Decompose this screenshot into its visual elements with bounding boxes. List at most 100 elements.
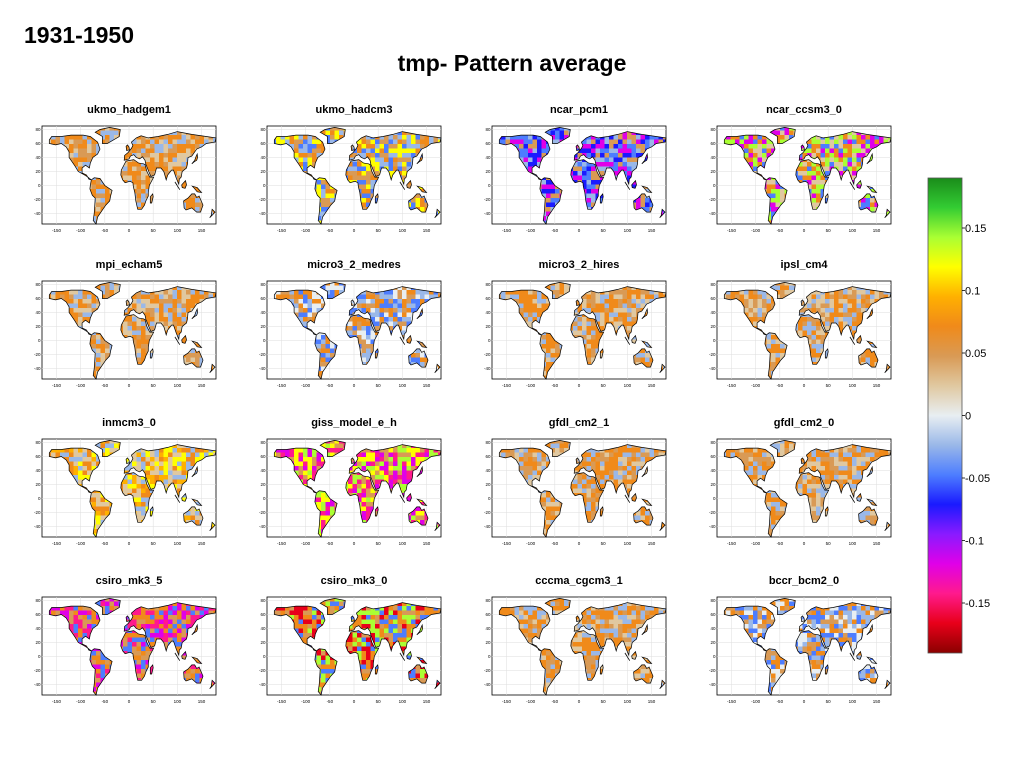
- data-cell: [105, 139, 110, 145]
- data-cell: [361, 162, 367, 167]
- data-cell: [586, 162, 592, 167]
- data-cell: [69, 148, 74, 154]
- data-cell: [757, 162, 763, 167]
- data-cell: [78, 162, 83, 167]
- coastline-sumatra: [399, 181, 406, 190]
- data-cell: [177, 303, 182, 309]
- data-cell: [600, 166, 605, 172]
- data-cell: [388, 308, 394, 313]
- data-cell: [96, 357, 101, 363]
- data-cell: [636, 148, 641, 154]
- data-cell: [123, 321, 128, 327]
- data-cell: [361, 317, 367, 322]
- data-cell: [879, 139, 884, 145]
- data-cell: [370, 317, 376, 322]
- data-cell: [366, 166, 371, 172]
- data-cell: [150, 171, 155, 176]
- data-cell: [87, 153, 92, 158]
- data-cell: [141, 202, 146, 208]
- data-cell: [523, 135, 529, 140]
- data-cell: [145, 157, 151, 163]
- data-cell: [595, 184, 601, 190]
- data-cell: [622, 148, 628, 154]
- data-cell: [82, 312, 88, 318]
- data-cell: [87, 157, 92, 163]
- data-cell: [352, 175, 358, 181]
- data-cell: [379, 162, 385, 167]
- data-cell: [73, 299, 79, 304]
- data-cell: [577, 171, 583, 176]
- data-cell: [402, 312, 407, 318]
- data-cell: [82, 139, 88, 145]
- data-cell: [402, 321, 407, 327]
- data-cell: [330, 282, 335, 286]
- data-cell: [195, 299, 200, 304]
- data-cell: [348, 162, 353, 167]
- x-tick-label: -150: [727, 228, 737, 233]
- data-cell: [523, 144, 529, 149]
- data-cell: [384, 148, 389, 154]
- data-cell: [334, 285, 340, 291]
- data-cell: [820, 144, 826, 149]
- data-cell: [136, 171, 142, 176]
- data-cell: [177, 135, 182, 140]
- data-cell: [96, 130, 101, 136]
- data-cell: [393, 153, 398, 158]
- data-cell: [537, 135, 542, 140]
- data-cell: [811, 193, 817, 199]
- data-cell: [177, 171, 182, 176]
- data-cell: [150, 299, 155, 304]
- data-cell: [852, 162, 857, 167]
- data-cell: [307, 144, 313, 149]
- data-cell: [159, 153, 164, 158]
- data-cell: [136, 357, 142, 363]
- data-cell: [141, 166, 146, 172]
- data-cell: [96, 344, 101, 349]
- data-cell: [177, 144, 182, 149]
- coastline-australia: [633, 193, 654, 213]
- data-cell: [168, 144, 173, 149]
- y-tick-label: 0: [713, 183, 716, 188]
- data-cell: [163, 171, 169, 176]
- data-cell: [415, 198, 421, 203]
- data-cell: [397, 285, 403, 291]
- data-cell: [87, 148, 92, 154]
- data-cell: [600, 162, 605, 167]
- data-cell: [96, 366, 101, 372]
- data-cell: [208, 139, 214, 145]
- data-cell: [87, 135, 92, 140]
- data-cell: [294, 303, 299, 309]
- data-cell: [127, 321, 133, 327]
- data-cell: [109, 290, 115, 295]
- data-cell: [105, 135, 110, 140]
- data-cell: [298, 139, 304, 145]
- data-cell: [298, 162, 304, 167]
- data-cell: [609, 135, 614, 140]
- data-cell: [370, 189, 376, 194]
- coastline-greenland: [319, 127, 346, 144]
- chart-title: tmp- Pattern average: [397, 50, 627, 76]
- data-cell: [91, 299, 97, 304]
- data-cell: [78, 312, 83, 318]
- data-cell: [753, 139, 758, 145]
- data-cell: [780, 139, 785, 145]
- data-cell: [838, 171, 844, 176]
- data-cell: [289, 139, 295, 145]
- data-cell: [415, 148, 421, 154]
- data-cell: [388, 317, 394, 322]
- data-cell: [627, 157, 632, 163]
- data-cell: [186, 198, 191, 203]
- data-cell: [163, 162, 169, 167]
- data-cell: [136, 321, 142, 327]
- data-cell: [132, 184, 137, 190]
- data-cell: [388, 148, 394, 154]
- data-cell: [379, 317, 385, 322]
- data-cell: [172, 303, 178, 309]
- data-cell: [141, 308, 146, 313]
- data-cell: [100, 353, 106, 358]
- data-cell: [811, 153, 817, 158]
- data-cell: [78, 317, 83, 322]
- data-cell: [307, 303, 313, 309]
- data-cell: [582, 162, 587, 167]
- data-cell: [591, 175, 596, 181]
